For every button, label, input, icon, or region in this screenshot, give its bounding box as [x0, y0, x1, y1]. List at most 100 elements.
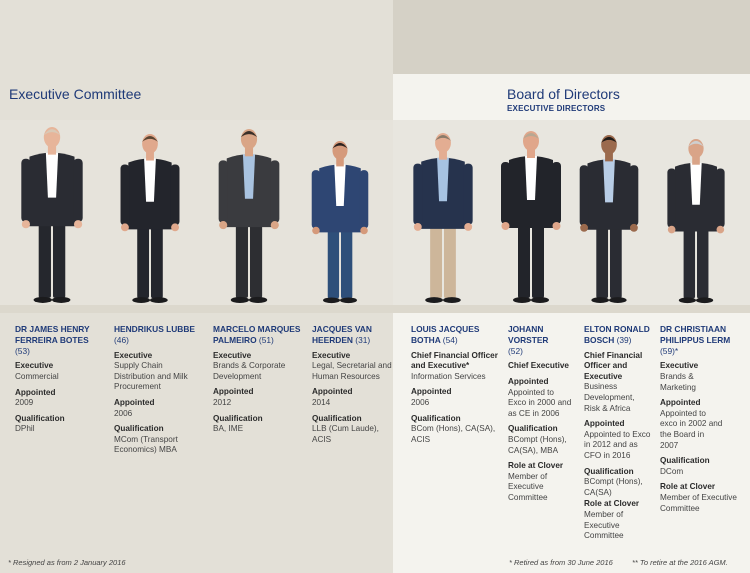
field-label: Qualification	[312, 413, 362, 423]
person-left-hand	[501, 222, 510, 230]
right-panel-top-band	[393, 0, 750, 74]
person-right-shoe	[443, 297, 461, 304]
bio-column: JOHANN VORSTER (52) Chief Executive Appoi…	[508, 324, 574, 504]
person-left-shoe	[678, 297, 696, 304]
person-neck	[692, 155, 700, 165]
person-right-leg	[697, 221, 709, 299]
person-right-arm	[170, 164, 180, 226]
person-left-arm	[413, 163, 423, 225]
field-label: Executive	[660, 361, 699, 371]
person-photo	[218, 129, 280, 303]
field-value: BCompt (Hons), CA(SA)	[584, 477, 643, 497]
person-neck	[527, 148, 535, 158]
person-left-leg	[430, 218, 443, 299]
person-hair	[601, 136, 617, 143]
field-value: 2014	[312, 397, 331, 407]
person-hair	[332, 142, 348, 149]
person-left-shoe	[425, 297, 443, 304]
person-name: JOHANN VORSTER (52)	[508, 324, 549, 356]
person-name: DR JAMES HENRY FERREIRA BOTES (53)	[15, 324, 90, 356]
field-label: Qualification	[584, 466, 634, 476]
person-neck	[146, 150, 154, 161]
person-name: HENDRIKUS LUBBE (46)	[114, 324, 195, 345]
person-right-leg	[151, 219, 163, 299]
person-neck	[439, 149, 447, 160]
field-value: Member of Executive Committee	[584, 509, 624, 541]
field-value: Appointed to Exco in 2000 and as CE in 2…	[508, 387, 572, 418]
person-right-shoe	[609, 297, 627, 304]
person-right-arm	[463, 163, 473, 225]
floor-line	[0, 305, 750, 313]
bio-column: DR JAMES HENRY FERREIRA BOTES (53) Execu…	[15, 324, 105, 435]
person-left-leg	[137, 219, 150, 299]
field-value: 2009	[15, 398, 34, 408]
field-label: Qualification	[660, 456, 710, 466]
field-value: Member of Executive Committee	[660, 492, 737, 513]
person-left-leg	[596, 219, 609, 299]
person-hair	[240, 131, 258, 138]
field-label: Qualification	[15, 413, 65, 423]
person-name: DR CHRISTIAAN PHILIPPUS LERM (59)*	[660, 324, 731, 356]
person-name: JACQUES VAN HEERDEN (31)	[312, 324, 372, 345]
field-label: Appointed	[213, 387, 254, 397]
person-right-shoe	[696, 297, 714, 304]
person-left-arm	[667, 168, 676, 228]
field-value: Brands & Marketing	[660, 371, 696, 392]
person-neck	[47, 144, 57, 155]
bio-column: ELTON RONALD BOSCH (39) Chief Financial …	[584, 324, 652, 542]
person-left-leg	[38, 216, 51, 298]
person-right-arm	[552, 162, 561, 224]
field-value: Member of Executive Committee	[508, 471, 548, 502]
person-left-shoe	[323, 297, 340, 304]
person-right-leg	[53, 216, 66, 298]
field-label: Appointed	[508, 376, 549, 386]
field-value: 2006	[114, 408, 133, 418]
person-neck	[244, 146, 254, 157]
person-left-shoe	[591, 297, 609, 304]
person-name: ELTON RONALD BOSCH (39)	[584, 324, 650, 345]
person-right-shoe	[52, 296, 71, 303]
person-left-hand	[413, 222, 422, 231]
person-left-arm	[21, 158, 31, 223]
person-left-arm	[579, 165, 589, 226]
person-hair	[435, 134, 451, 141]
person-left-leg	[518, 218, 530, 298]
person-left-arm	[501, 162, 510, 224]
field-value: BCom (Hons), CA(SA), ACIS	[411, 424, 496, 444]
person-hair	[688, 140, 704, 147]
person-right-arm	[629, 165, 639, 226]
field-label: Appointed	[15, 387, 56, 397]
person-right-arm	[270, 160, 280, 224]
bio-column: HENDRIKUS LUBBE (46) Executive Supply Cha…	[114, 324, 200, 456]
board-of-directors-title: Board of Directors	[507, 86, 620, 102]
field-value: Commercial	[15, 371, 59, 381]
person-left-hand	[121, 223, 129, 232]
person-right-hand	[630, 223, 638, 232]
bio-column: JACQUES VAN HEERDEN (31) Executive Legal…	[312, 324, 392, 445]
bio-column: MARCELO MARQUES PALMEIRO (51) Executive …	[213, 324, 303, 435]
footnote-retire-agm: ** To retire at the 2016 AGM.	[632, 558, 728, 567]
person-shirt	[603, 159, 615, 203]
person-left-leg	[683, 221, 696, 299]
person-right-leg	[444, 218, 456, 299]
field-label: Qualification	[508, 424, 558, 434]
field-value: Supply Chain Distribution and Milk Procu…	[114, 361, 188, 392]
person-left-shoe	[33, 296, 52, 303]
footnote-exco: * Resigned as from 2 January 2016	[8, 558, 126, 567]
person-left-shoe	[513, 297, 531, 303]
field-label: Role at Clover	[508, 461, 564, 471]
field-value: Business Development, Risk & Africa	[584, 382, 635, 413]
bio-column: LOUIS JACQUES BOTHA (54) Chief Financial…	[411, 324, 499, 445]
person-left-leg	[327, 222, 340, 299]
field-label: Chief Financial Officer and Executive	[584, 350, 643, 381]
person-neck	[605, 151, 613, 162]
field-value: LLB (Cum Laude), ACIS	[312, 424, 379, 444]
field-label: Appointed	[312, 387, 353, 397]
person-right-hand	[360, 226, 368, 235]
person-left-hand	[21, 220, 31, 229]
field-label: Role at Clover	[660, 482, 716, 492]
person-hair	[142, 135, 158, 142]
person-left-hand	[312, 226, 320, 235]
executive-committee-title: Executive Committee	[9, 86, 142, 102]
field-label: Executive	[15, 361, 54, 371]
